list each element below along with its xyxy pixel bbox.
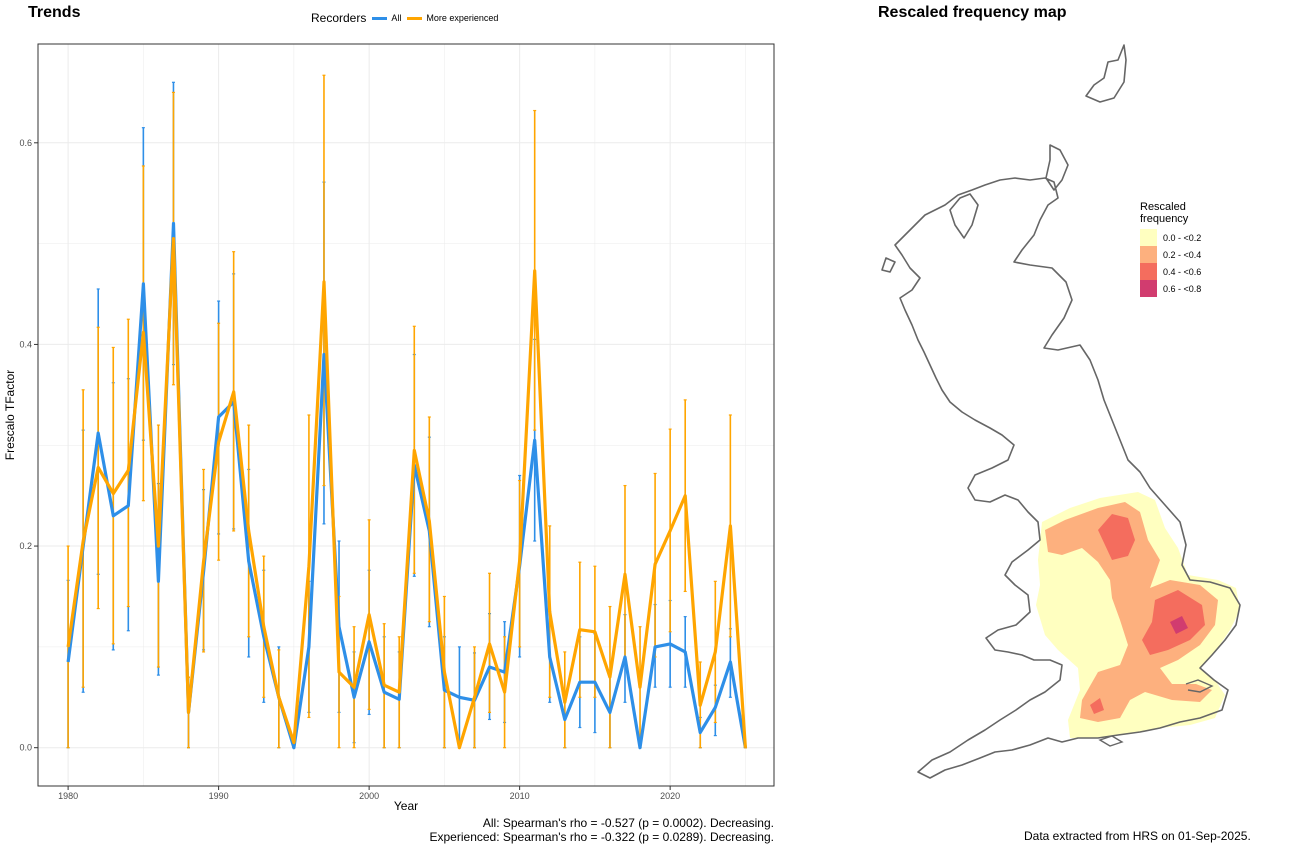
x-axis-title: Year bbox=[394, 799, 418, 813]
stats-all: All: Spearman's rho = -0.527 (p = 0.0002… bbox=[482, 816, 774, 830]
axis-ticks: 1980 1990 2000 2010 2020 0.0 0.2 0.4 0.6 bbox=[19, 138, 680, 801]
y-tick-label: 0.4 bbox=[19, 339, 32, 349]
plot-panel-border bbox=[37, 43, 775, 787]
map-legend-label: 0.2 - <0.4 bbox=[1163, 249, 1202, 260]
map-legend-label: 0.4 - <0.6 bbox=[1163, 266, 1202, 277]
map-title: Rescaled frequency map bbox=[878, 4, 1067, 21]
map-legend-item: 0.0 - <0.2 bbox=[1140, 229, 1201, 246]
data-source-note: Data extracted from HRS on 01-Sep-2025. bbox=[1024, 829, 1251, 843]
legend-label-experienced: More experienced bbox=[426, 13, 499, 23]
chart-legend: Recorders All More experienced bbox=[311, 11, 498, 25]
map-legend-label: 0.0 - <0.2 bbox=[1163, 232, 1202, 243]
series-lines bbox=[66, 221, 747, 750]
trend-stats: All: Spearman's rho = -0.527 (p = 0.0002… bbox=[430, 816, 775, 844]
x-tick-label: 1980 bbox=[58, 791, 78, 801]
map-legend-title: Rescaled frequency bbox=[1140, 201, 1189, 225]
y-axis-title: Frescalo TFactor bbox=[3, 370, 17, 460]
map-legend-swatch bbox=[1140, 246, 1157, 263]
trends-chart: 1980 1990 2000 2010 2020 0.0 0.2 0.4 0.6 Year Fr… bbox=[3, 43, 775, 813]
series-line-experienced bbox=[66, 237, 747, 750]
legend-swatch-experienced bbox=[407, 16, 423, 20]
x-tick-label: 2020 bbox=[660, 791, 680, 801]
y-tick-label: 0.2 bbox=[19, 541, 32, 551]
map-legend-swatch bbox=[1140, 280, 1157, 297]
x-tick-label: 1990 bbox=[209, 791, 229, 801]
freq-band-0.2-0.4 bbox=[1045, 502, 1218, 722]
gb-frequency-map bbox=[881, 44, 1241, 779]
map-legend-item: 0.6 - <0.8 bbox=[1140, 280, 1201, 297]
legend-title: Recorders bbox=[311, 11, 367, 25]
stats-experienced: Experienced: Spearman's rho = -0.322 (p … bbox=[429, 830, 775, 844]
map-legend-item: 0.4 - <0.6 bbox=[1140, 263, 1201, 280]
y-tick-label: 0.6 bbox=[19, 138, 32, 148]
map-legend-swatch bbox=[1140, 263, 1157, 280]
map-legend-item: 0.2 - <0.4 bbox=[1140, 246, 1201, 263]
x-tick-label: 2000 bbox=[359, 791, 379, 801]
legend-swatch-all bbox=[372, 16, 388, 20]
y-tick-label: 0.0 bbox=[19, 743, 32, 753]
map-legend-label: 0.6 - <0.8 bbox=[1163, 283, 1202, 294]
estuary-outline bbox=[1185, 679, 1214, 693]
legend-label-all: All bbox=[391, 13, 402, 23]
map-legend: Rescaled frequency 0.0 - <0.2 0.2 - <0.4 0… bbox=[1140, 201, 1201, 297]
coastline bbox=[881, 44, 1241, 779]
map-legend-swatch bbox=[1140, 229, 1157, 246]
isle-of-wight bbox=[1098, 735, 1124, 747]
frequency-surface bbox=[1036, 492, 1240, 738]
trends-title: Trends bbox=[28, 4, 81, 21]
freq-band-0.4-0.6 bbox=[1090, 514, 1205, 714]
x-tick-label: 2010 bbox=[510, 791, 530, 801]
freq-band-0.6-0.8 bbox=[1170, 616, 1188, 634]
